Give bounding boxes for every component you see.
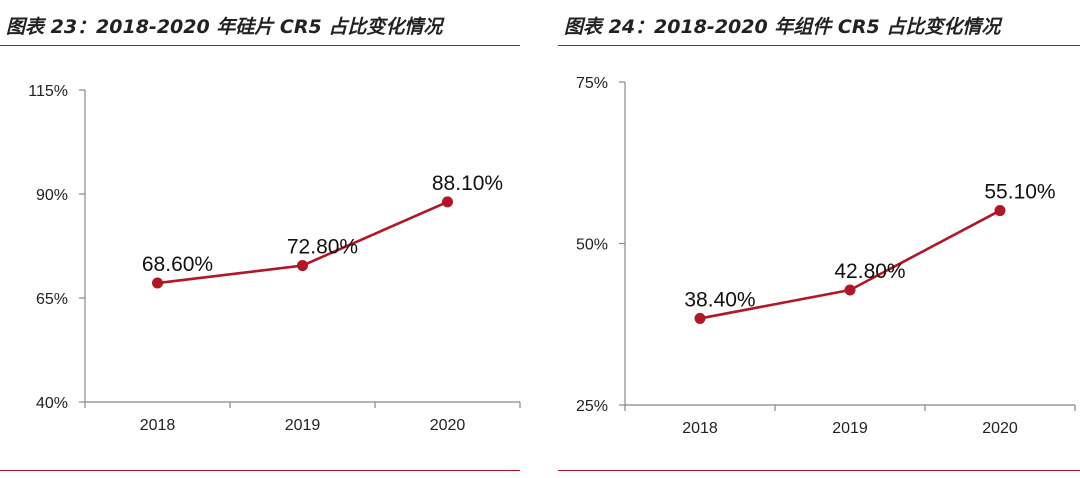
x-tick-label: 2020 — [430, 417, 466, 434]
y-tick-label: 50% — [576, 237, 608, 254]
chart-title: 图表 24：2018-2020 年组件 CR5 占比变化情况 — [564, 16, 1001, 38]
data-point — [152, 277, 163, 289]
bottom-divider — [558, 470, 1080, 471]
x-tick-label: 2018 — [140, 417, 176, 434]
y-tick-label: 90% — [36, 187, 68, 204]
y-tick-label: 25% — [576, 398, 608, 415]
y-tick-label: 40% — [36, 395, 68, 412]
title-divider — [558, 45, 1080, 46]
title-divider — [0, 45, 520, 46]
data-label: 38.40% — [684, 288, 755, 311]
data-label: 68.60% — [142, 253, 213, 276]
data-point — [442, 196, 453, 208]
data-label: 88.10% — [432, 172, 503, 195]
y-tick-label: 75% — [576, 75, 608, 92]
x-tick-label: 2020 — [982, 420, 1018, 437]
data-point — [844, 284, 856, 296]
y-tick-label: 115% — [28, 83, 68, 100]
y-tick-label: 65% — [36, 291, 68, 308]
chart-panel-silicon-wafer: 图表 23：2018-2020 年硅片 CR5 占比变化情况 40% 65% 90%… — [0, 0, 521, 478]
x-tick-label: 2018 — [682, 420, 718, 437]
line-chart-module-cr5: 25% 50% 75% 2018 2019 2020 38.40% 42.80% 55.10% — [576, 75, 1076, 437]
data-label: 55.10% — [984, 181, 1055, 204]
data-point — [694, 312, 706, 324]
bottom-divider — [0, 470, 520, 471]
data-point — [994, 205, 1006, 217]
chart-title: 图表 23：2018-2020 年硅片 CR5 占比变化情况 — [6, 16, 443, 38]
chart-panel-module: 图表 24：2018-2020 年组件 CR5 占比变化情况 25% 50% 75%… — [558, 0, 1080, 478]
x-tick-label: 2019 — [285, 417, 321, 434]
line-chart-silicon-wafer-cr5: 40% 65% 90% 115% 2018 2019 2020 68.60% 72.80% 88.… — [28, 83, 521, 434]
data-label: 72.80% — [287, 236, 358, 259]
data-point — [297, 260, 308, 272]
data-label: 42.80% — [834, 260, 905, 283]
x-tick-label: 2019 — [832, 420, 868, 437]
